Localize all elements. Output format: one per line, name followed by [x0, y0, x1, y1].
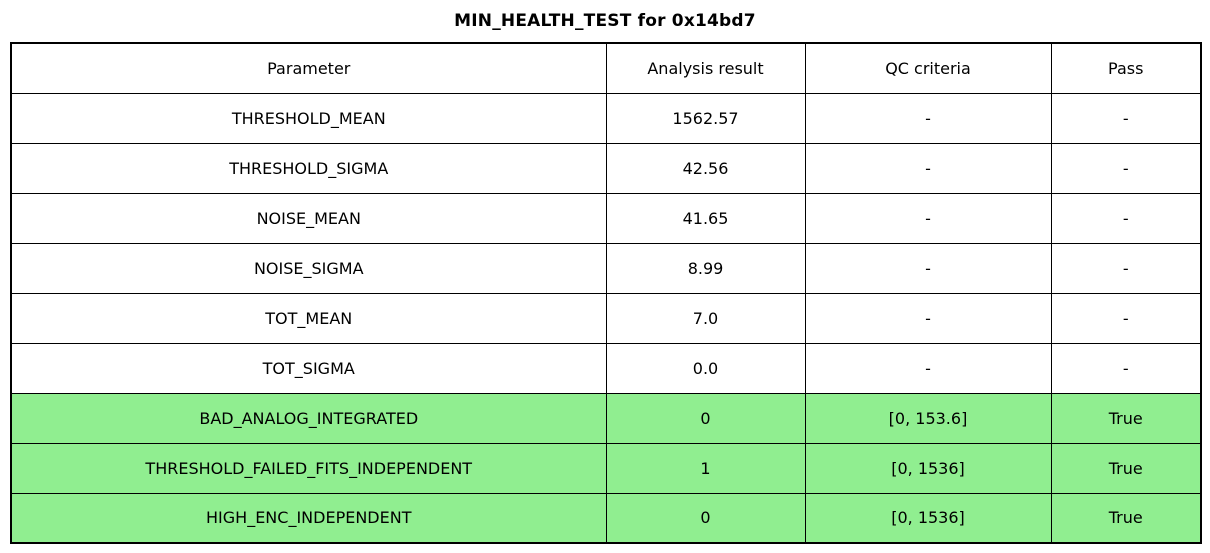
- table-row: NOISE_MEAN 41.65 - -: [10, 192, 1202, 244]
- cell-result: 41.65: [605, 192, 806, 244]
- table-row-passed: THRESHOLD_FAILED_FITS_INDEPENDENT 1 [0, …: [10, 442, 1202, 494]
- cell-parameter: NOISE_SIGMA: [10, 242, 607, 294]
- cell-result: 42.56: [605, 142, 806, 194]
- cell-result: 1: [605, 442, 806, 494]
- table-row-passed: BAD_ANALOG_INTEGRATED 0 [0, 153.6] True: [10, 392, 1202, 444]
- cell-parameter: TOT_SIGMA: [10, 342, 607, 394]
- cell-result: 0.0: [605, 342, 806, 394]
- cell-result: 7.0: [605, 292, 806, 344]
- cell-qc: [0, 1536]: [804, 442, 1052, 494]
- header-qc-criteria: QC criteria: [804, 42, 1052, 94]
- cell-pass: -: [1050, 292, 1202, 344]
- cell-qc: -: [804, 342, 1052, 394]
- cell-result: 0: [605, 392, 806, 444]
- cell-result: 8.99: [605, 242, 806, 294]
- table-row: TOT_MEAN 7.0 - -: [10, 292, 1202, 344]
- header-row: Parameter Analysis result QC criteria Pa…: [10, 42, 1202, 94]
- cell-pass: -: [1050, 142, 1202, 194]
- cell-qc: -: [804, 142, 1052, 194]
- cell-parameter: TOT_MEAN: [10, 292, 607, 344]
- figure-title: MIN_HEALTH_TEST for 0x14bd7: [454, 11, 756, 31]
- cell-qc: -: [804, 92, 1052, 144]
- cell-parameter: THRESHOLD_FAILED_FITS_INDEPENDENT: [10, 442, 607, 494]
- table-row: THRESHOLD_MEAN 1562.57 - -: [10, 92, 1202, 144]
- table-row: NOISE_SIGMA 8.99 - -: [10, 242, 1202, 294]
- cell-pass: True: [1050, 442, 1202, 494]
- cell-pass: True: [1050, 392, 1202, 444]
- header-analysis-result: Analysis result: [605, 42, 806, 94]
- cell-pass: -: [1050, 192, 1202, 244]
- cell-pass: True: [1050, 492, 1202, 544]
- cell-result: 0: [605, 492, 806, 544]
- cell-qc: -: [804, 292, 1052, 344]
- table-row-passed: HIGH_ENC_INDEPENDENT 0 [0, 1536] True: [10, 492, 1202, 544]
- cell-parameter: HIGH_ENC_INDEPENDENT: [10, 492, 607, 544]
- cell-pass: -: [1050, 342, 1202, 394]
- cell-qc: [0, 153.6]: [804, 392, 1052, 444]
- health-test-table: Parameter Analysis result QC criteria Pa…: [10, 42, 1202, 544]
- table-row: TOT_SIGMA 0.0 - -: [10, 342, 1202, 394]
- cell-parameter: THRESHOLD_MEAN: [10, 92, 607, 144]
- header-pass: Pass: [1050, 42, 1202, 94]
- cell-qc: -: [804, 192, 1052, 244]
- table-row: THRESHOLD_SIGMA 42.56 - -: [10, 142, 1202, 194]
- cell-qc: [0, 1536]: [804, 492, 1052, 544]
- cell-parameter: NOISE_MEAN: [10, 192, 607, 244]
- cell-pass: -: [1050, 242, 1202, 294]
- cell-qc: -: [804, 242, 1052, 294]
- cell-parameter: THRESHOLD_SIGMA: [10, 142, 607, 194]
- cell-pass: -: [1050, 92, 1202, 144]
- header-parameter: Parameter: [10, 42, 607, 94]
- cell-parameter: BAD_ANALOG_INTEGRATED: [10, 392, 607, 444]
- cell-result: 1562.57: [605, 92, 806, 144]
